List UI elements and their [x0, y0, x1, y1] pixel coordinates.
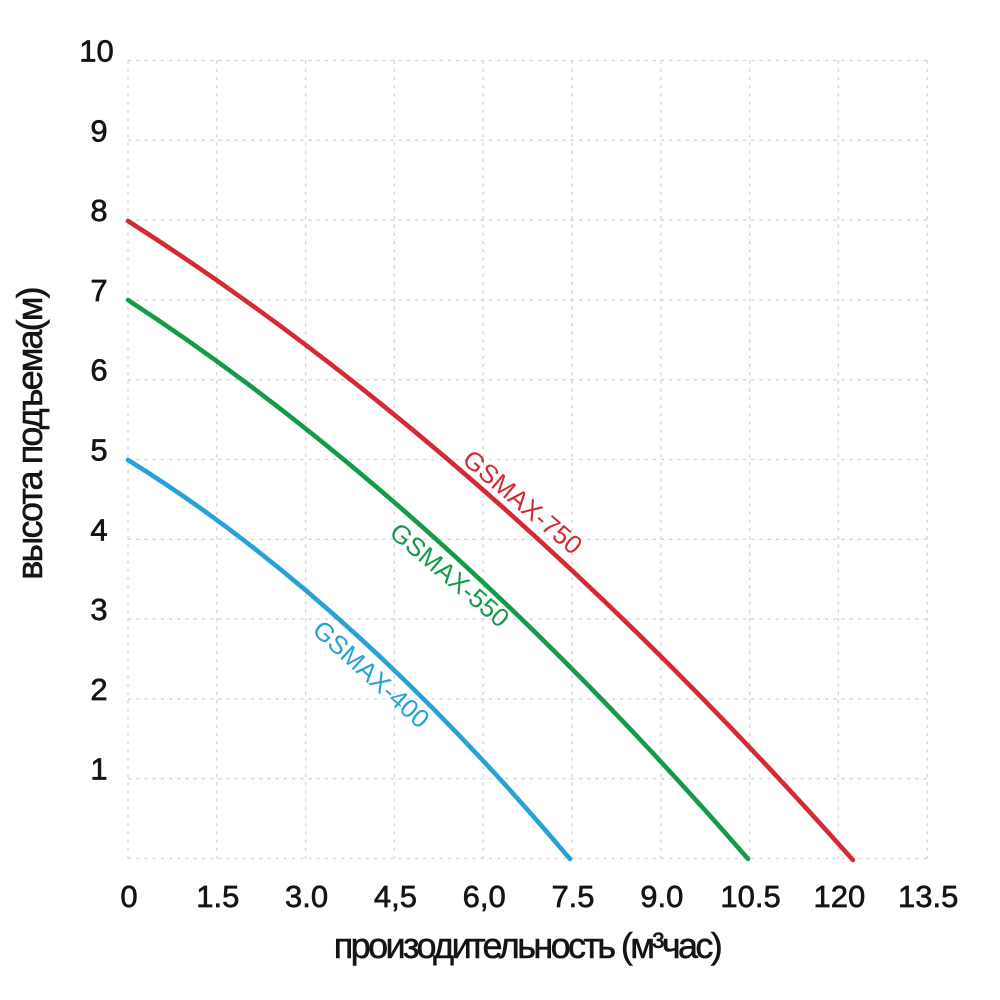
svg-text:4,5: 4,5 — [374, 879, 417, 914]
svg-text:10.5: 10.5 — [720, 879, 780, 914]
svg-text:4: 4 — [90, 512, 107, 547]
svg-text:0: 0 — [120, 879, 137, 914]
svg-text:2: 2 — [90, 672, 107, 707]
svg-text:8: 8 — [90, 193, 107, 228]
svg-text:10: 10 — [79, 34, 113, 69]
svg-text:6,0: 6,0 — [463, 879, 506, 914]
svg-text:5: 5 — [90, 433, 107, 468]
svg-text:7: 7 — [90, 273, 107, 308]
svg-text:3.0: 3.0 — [285, 879, 328, 914]
svg-text:120: 120 — [814, 879, 866, 914]
svg-text:9.0: 9.0 — [640, 879, 683, 914]
svg-text:1: 1 — [90, 752, 107, 787]
svg-text:6: 6 — [90, 353, 107, 388]
svg-text:1.5: 1.5 — [196, 879, 239, 914]
svg-text:13.5: 13.5 — [898, 879, 958, 914]
svg-text:7.5: 7.5 — [551, 879, 594, 914]
svg-text:9: 9 — [90, 113, 107, 148]
svg-text:высота подъема(м): высота подъема(м) — [9, 288, 50, 579]
svg-text:3: 3 — [90, 592, 107, 627]
svg-text:произодительность (м³час): произодительность (м³час) — [334, 925, 721, 966]
